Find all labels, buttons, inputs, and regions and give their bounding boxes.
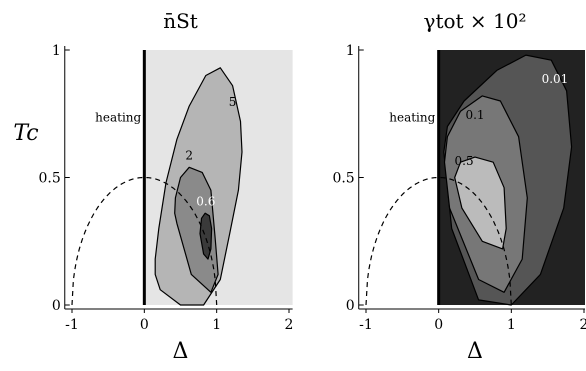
x-tick-label: -1 [359,317,373,333]
x-tick-label: -1 [65,317,79,333]
dashed-curve [71,176,218,306]
region-label: heating [389,110,435,124]
y-tick-label: 1 [346,43,355,59]
contour-0.5 [454,156,507,250]
y-tick-label: 0.5 [332,171,354,187]
x-tick-label: 2 [285,317,294,333]
x-axis-title: Δ [173,339,189,364]
contour-label: 5 [229,95,237,109]
panel-title: γtot × 10² [423,9,526,33]
x-tick-label: 2 [580,317,586,333]
dashed-curve [365,176,512,306]
y-tick-label: 0.5 [39,171,61,187]
x-tick-label: 0 [434,317,443,333]
contour-label: 0.01 [542,72,569,86]
x-tick-label: 0 [140,317,149,333]
y-tick-label: 0 [346,298,355,314]
y-tick-label: 0 [52,298,61,314]
x-axis-title: Δ [467,339,483,364]
contour-label: 0.5 [455,154,474,168]
contour-label: 2 [185,149,193,163]
x-tick-label: 1 [212,317,221,333]
y-axis-title: Tc [13,121,38,146]
y-tick-label: 1 [52,43,61,59]
contour-2 [174,166,219,293]
contour-label: 0.1 [465,108,484,122]
contour-label: 0.6 [196,195,215,209]
panel-title: n̄St [163,9,198,33]
region-label: heating [95,110,141,124]
x-tick-label: 1 [507,317,516,333]
